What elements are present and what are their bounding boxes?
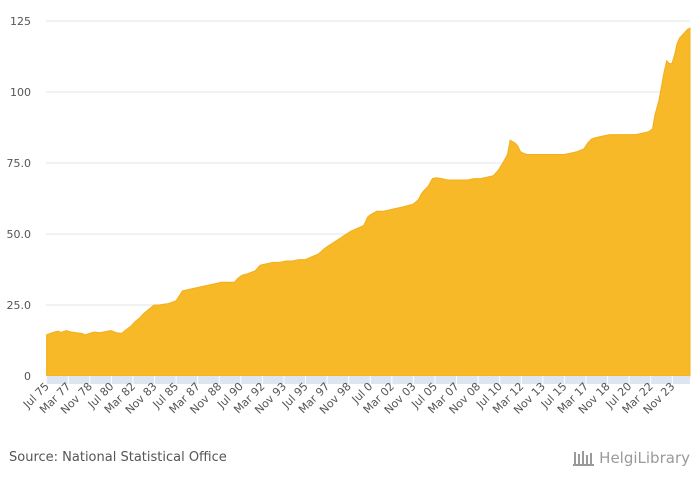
y-tick-label: 75.0 <box>7 157 32 170</box>
y-tick-label: 125 <box>10 15 31 28</box>
logo-text: HelgiLibrary <box>599 449 690 467</box>
y-tick-label: 50.0 <box>7 228 32 241</box>
y-tick-label: 25.0 <box>7 299 32 312</box>
area-series <box>46 27 691 377</box>
x-axis-strip <box>46 376 690 384</box>
area-path <box>46 27 691 377</box>
y-axis: 0 25.0 50.0 75.0 100 125 <box>7 15 32 383</box>
source-note: Source: National Statistical Office <box>9 450 227 465</box>
y-tick-label: 100 <box>10 86 31 99</box>
library-icon <box>573 451 595 466</box>
helgilibrary-logo[interactable]: HelgiLibrary <box>573 449 690 467</box>
y-tick-label: 0 <box>24 370 31 383</box>
